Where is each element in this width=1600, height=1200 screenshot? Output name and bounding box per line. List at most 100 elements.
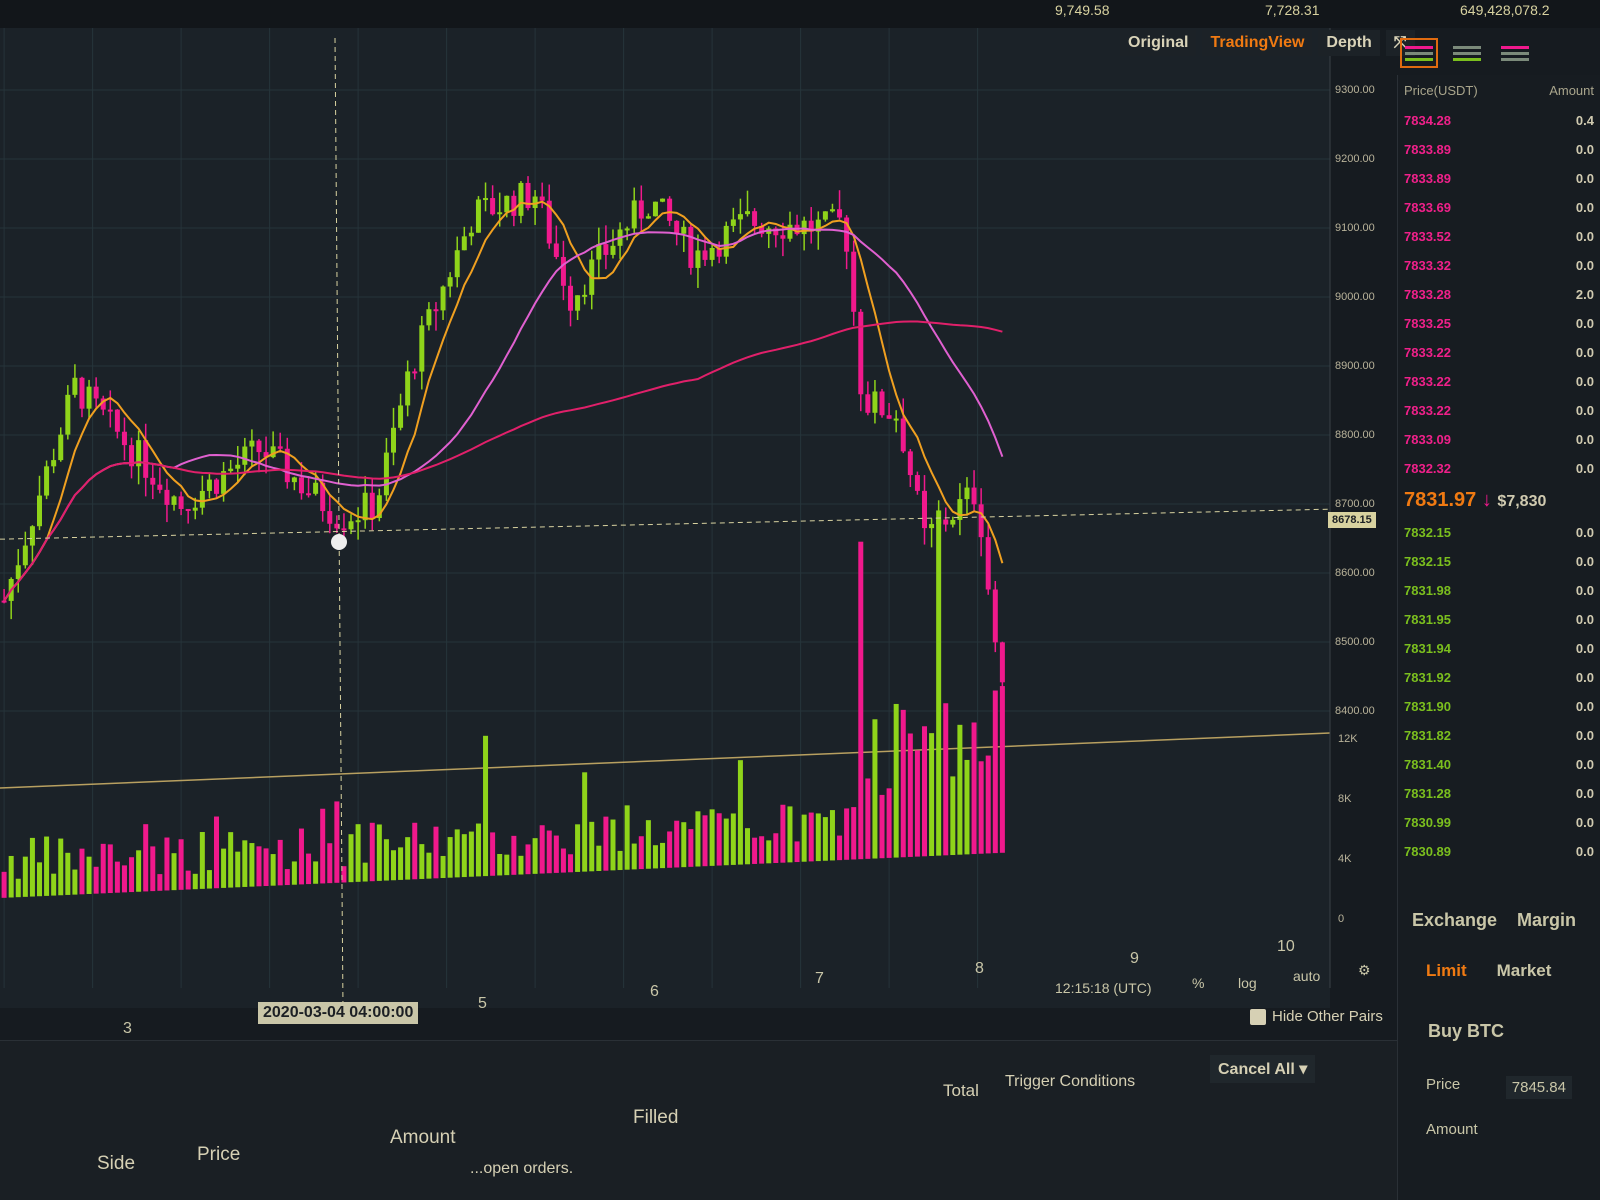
tab-original[interactable]: Original [1120,30,1197,56]
order-price: 7833.22 [1404,403,1451,418]
volume-bar [263,848,269,886]
tab-exchange[interactable]: Exchange [1412,910,1498,930]
candle-body [454,250,460,278]
tab-market[interactable]: Market [1496,961,1552,980]
stat-volume: 649,428,078.2 [1460,2,1550,18]
order-price: 7834.28 [1404,113,1451,128]
bid-row[interactable]: 7831.95 0.0 [1398,605,1600,634]
price-axis-label: 8700.00 [1335,498,1375,510]
order-price: 7833.32 [1404,258,1451,273]
ask-row[interactable]: 7833.89 0.0 [1398,164,1600,193]
order-price: 7831.95 [1404,612,1451,627]
ask-row[interactable]: 7833.89 0.0 [1398,135,1600,164]
order-price: 7833.69 [1404,200,1451,215]
candle-body [546,200,552,244]
tab-margin[interactable]: Margin [1517,910,1577,930]
cancel-all-button[interactable]: Cancel All ▾ [1210,1055,1316,1083]
ask-row[interactable]: 7833.32 0.0 [1398,251,1600,280]
bid-row[interactable]: 7831.90 0.0 [1398,692,1600,721]
tab-depth[interactable]: Depth [1318,30,1380,56]
price-axis-label: 8600.00 [1335,567,1375,579]
price-axis-label: 8400.00 [1335,705,1375,717]
auto-scale-button[interactable]: auto [1293,968,1321,984]
x-label: 3 [123,1020,132,1037]
volume-bar [745,828,750,865]
volume-bar [957,724,963,855]
candle-body [723,225,729,257]
bid-row[interactable]: 7832.15 0.0 [1398,547,1600,576]
ask-row[interactable]: 7833.25 0.0 [1398,309,1600,338]
candle-body [242,446,248,465]
price-chart[interactable] [0,28,1397,1008]
bid-row[interactable]: 7831.82 0.0 [1398,721,1600,750]
bid-row[interactable]: 7831.92 0.0 [1398,663,1600,692]
stat-high: 9,749.58 [1055,2,1110,18]
asks-only-icon[interactable] [1496,38,1534,68]
pane-divider [0,732,1331,789]
ask-row[interactable]: 7833.22 0.0 [1398,367,1600,396]
candle-body [829,209,835,212]
candle-body [419,325,425,372]
volume-bar [369,822,375,882]
bid-row[interactable]: 7831.94 0.0 [1398,634,1600,663]
price-label: Price [1426,1076,1461,1093]
bid-row[interactable]: 7830.99 0.0 [1398,808,1600,837]
volume-bar [58,838,64,896]
volume-bar [426,852,432,879]
volume-bar [985,755,991,854]
candle-body [249,440,255,447]
ask-row[interactable]: 7833.28 2.0 [1398,280,1600,309]
tab-limit[interactable]: Limit [1426,961,1467,980]
volume-bar [93,866,99,894]
percent-scale-button[interactable]: % [1192,975,1205,991]
volume-bar [37,862,42,897]
ma-short-line [3,200,1004,602]
candle-body [886,415,892,419]
candle-body [787,224,793,239]
hide-other-pairs-checkbox[interactable]: Hide Other Pairs [1250,1008,1383,1025]
volume-bar [645,820,651,869]
volume-bar [518,855,524,875]
candle-body [716,247,722,257]
candle-body [582,294,588,297]
ask-row[interactable]: 7833.52 0.0 [1398,222,1600,251]
candle-body [235,464,241,469]
bid-row[interactable]: 7831.40 0.0 [1398,750,1600,779]
volume-bar [461,834,467,878]
volume-bar [999,686,1005,853]
bid-row[interactable]: 7830.89 0.0 [1398,837,1600,866]
order-amount: 0.0 [1575,258,1594,273]
order-amount: 0.0 [1575,432,1594,447]
candle-body [964,487,970,500]
ask-row[interactable]: 7834.28 0.4 [1398,106,1600,135]
log-scale-button[interactable]: log [1238,975,1257,991]
candle-body [284,448,290,483]
volume-bar [546,830,552,874]
candle-body [376,495,382,519]
volume-bar [964,759,970,855]
ask-row[interactable]: 7833.22 0.0 [1398,338,1600,367]
candle-body [610,245,616,255]
volume-bar [879,794,885,859]
price-input[interactable]: 7845.84 [1505,1076,1572,1099]
bid-row[interactable]: 7831.28 0.0 [1398,779,1600,808]
ask-row[interactable]: 7832.32 0.0 [1398,454,1600,483]
ask-row[interactable]: 7833.22 0.0 [1398,396,1600,425]
candle-body [334,523,340,529]
order-amount: 0.0 [1575,786,1594,801]
volume-bar [815,813,821,862]
ask-row[interactable]: 7833.69 0.0 [1398,193,1600,222]
candle-body [298,477,304,494]
checkbox[interactable] [1250,1008,1266,1025]
bids-only-icon[interactable] [1448,38,1486,68]
tab-tradingview[interactable]: TradingView [1202,30,1313,56]
volume-bar [348,834,354,883]
gear-icon[interactable]: ⚙ [1358,962,1371,978]
ask-row[interactable]: 7833.09 0.0 [1398,425,1600,454]
volume-bar [1,871,7,898]
bid-row[interactable]: 7831.98 0.0 [1398,576,1600,605]
order-amount: 0.0 [1575,815,1594,830]
candle-body [759,225,765,234]
bid-row[interactable]: 7832.15 0.0 [1398,518,1600,547]
both-sides-icon[interactable] [1400,38,1438,68]
